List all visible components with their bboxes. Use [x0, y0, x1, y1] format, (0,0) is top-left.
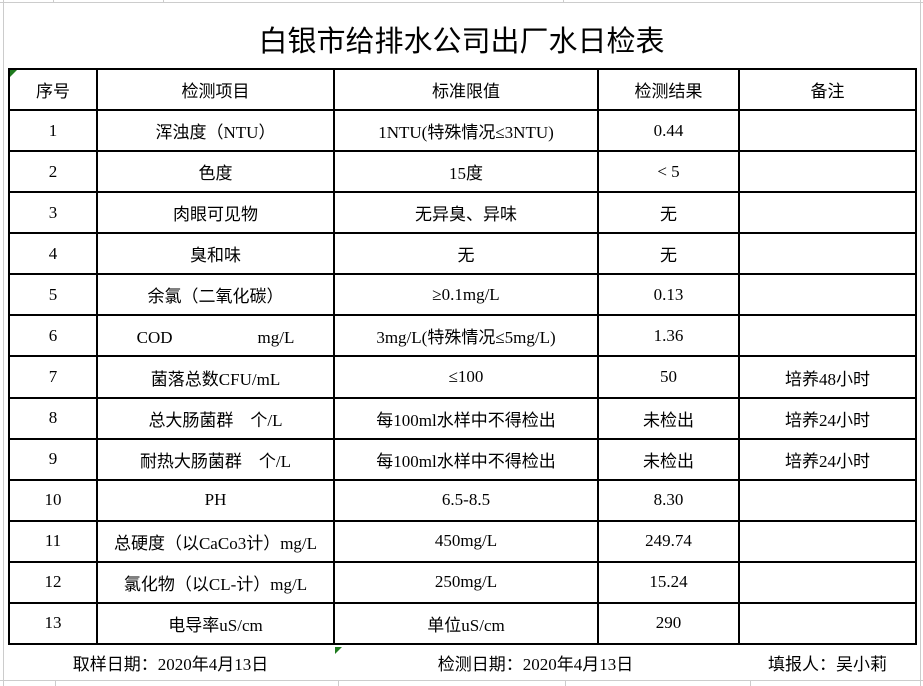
cell-result-row-3[interactable]: 无 — [599, 193, 740, 235]
cell-limit-row-5[interactable]: ≥0.1mg/L — [335, 275, 599, 317]
cell-item-row-8[interactable]: 总大肠菌群 个/L — [98, 398, 335, 440]
cell-note-row-9[interactable]: 培养24小时 — [740, 439, 917, 481]
gridline-top — [0, 2, 923, 3]
cell-note-row-2[interactable] — [740, 152, 917, 194]
cell-limit-row-10[interactable]: 6.5-8.5 — [335, 480, 599, 522]
cell-note-row-4[interactable] — [740, 234, 917, 276]
error-indicator-triangle — [335, 647, 342, 654]
cell-note-row-6[interactable] — [740, 316, 917, 358]
cell-result-row-2[interactable]: < 5 — [599, 152, 740, 194]
page-title[interactable]: 白银市给排水公司出厂水日检表 — [258, 25, 665, 58]
footer-test-date-cell[interactable]: 检测日期：2020年4月13日 — [437, 655, 634, 674]
cell-no-row-4[interactable]: 4 — [10, 234, 98, 276]
cell-limit-row-2[interactable]: 15度 — [335, 152, 599, 194]
cell-result-row-4[interactable]: 无 — [599, 234, 740, 276]
cell-no-row-1[interactable]: 1 — [10, 111, 98, 153]
cell-item-row-1[interactable]: 浑浊度（NTU） — [98, 111, 335, 153]
cell-limit-row-11[interactable]: 450mg/L — [335, 521, 599, 563]
cell-result-row-12[interactable]: 15.24 — [599, 562, 740, 604]
gridline-tick — [55, 680, 56, 686]
cell-note-row-5[interactable] — [740, 275, 917, 317]
gridline-bottom — [0, 680, 923, 681]
cell-result-row-7[interactable]: 50 — [599, 357, 740, 399]
cell-note-row-13[interactable] — [740, 603, 917, 646]
cell-result-row-8[interactable]: 未检出 — [599, 398, 740, 440]
gridline-tick — [53, 0, 54, 2]
cell-limit-row-6[interactable]: 3mg/L(特殊情况≤5mg/L) — [335, 316, 599, 358]
gridline-tick — [565, 680, 566, 686]
cell-limit-row-13[interactable]: 单位uS/cm — [335, 603, 599, 646]
cell-note-row-11[interactable] — [740, 521, 917, 563]
gridline-left — [3, 0, 4, 686]
cell-item-row-13[interactable]: 电导率uS/cm — [98, 603, 335, 646]
footer-reporter-cell[interactable]: 填报人：吴小莉 — [768, 655, 887, 674]
gridline-tick — [750, 680, 751, 686]
cell-no-row-12[interactable]: 12 — [10, 562, 98, 604]
cell-limit-row-4[interactable]: 无 — [335, 234, 599, 276]
cell-note-row-1[interactable] — [740, 111, 917, 153]
cell-limit-row-1[interactable]: 1NTU(特殊情况≤3NTU) — [335, 111, 599, 153]
cell-limit-row-8[interactable]: 每100ml水样中不得检出 — [335, 398, 599, 440]
cell-item-row-9[interactable]: 耐热大肠菌群 个/L — [98, 439, 335, 481]
cell-no-row-5[interactable]: 5 — [10, 275, 98, 317]
cell-limit-row-3[interactable]: 无异臭、异味 — [335, 193, 599, 235]
cell-item-row-10[interactable]: PH — [98, 480, 335, 522]
cell-no-row-7[interactable]: 7 — [10, 357, 98, 399]
cell-no-row-13[interactable]: 13 — [10, 603, 98, 646]
cell-item-row-7[interactable]: 菌落总数CFU/mL — [98, 357, 335, 399]
cell-limit-row-9[interactable]: 每100ml水样中不得检出 — [335, 439, 599, 481]
cell-item-row-5[interactable]: 余氯（二氧化碳） — [98, 275, 335, 317]
cell-note-row-10[interactable] — [740, 480, 917, 522]
cell-note-row-3[interactable] — [740, 193, 917, 235]
column-header-note[interactable]: 备注 — [740, 70, 917, 111]
cell-no-row-11[interactable]: 11 — [10, 521, 98, 563]
cell-no-row-10[interactable]: 10 — [10, 480, 98, 522]
cell-item-row-11[interactable]: 总硬度（以CaCo3计）mg/L — [98, 521, 335, 563]
gridline-right — [920, 0, 921, 686]
inspection-table: 序号 检测项目 标准限值 检测结果 备注 1 浑浊度（NTU） 1NTU(特殊情况≤… — [8, 68, 917, 646]
cell-item-row-2[interactable]: 色度 — [98, 152, 335, 194]
cell-note-row-8[interactable]: 培养24小时 — [740, 398, 917, 440]
footer-sample-date-cell[interactable]: 取样日期：2020年4月13日 — [72, 655, 269, 674]
gridline-tick — [163, 0, 164, 2]
cell-result-row-6[interactable]: 1.36 — [599, 316, 740, 358]
column-header-item[interactable]: 检测项目 — [98, 70, 335, 111]
gridline-tick — [338, 680, 339, 686]
cell-result-row-13[interactable]: 290 — [599, 603, 740, 646]
column-header-result[interactable]: 检测结果 — [599, 70, 740, 111]
footer-row: 取样日期：2020年4月13日 检测日期：2020年4月13日 填报人：吴小莉 — [8, 645, 917, 680]
gridline-tick — [563, 0, 564, 2]
cell-result-row-10[interactable]: 8.30 — [599, 480, 740, 522]
cell-result-row-1[interactable]: 0.44 — [599, 111, 740, 153]
cell-item-row-3[interactable]: 肉眼可见物 — [98, 193, 335, 235]
cell-result-row-11[interactable]: 249.74 — [599, 521, 740, 563]
cell-result-row-5[interactable]: 0.13 — [599, 275, 740, 317]
column-header-no[interactable]: 序号 — [10, 70, 98, 111]
cell-item-row-12[interactable]: 氯化物（以CL-计）mg/L — [98, 562, 335, 604]
cell-item-row-4[interactable]: 臭和味 — [98, 234, 335, 276]
cell-limit-row-7[interactable]: ≤100 — [335, 357, 599, 399]
cell-limit-row-12[interactable]: 250mg/L — [335, 562, 599, 604]
cell-no-row-3[interactable]: 3 — [10, 193, 98, 235]
cell-note-row-12[interactable] — [740, 562, 917, 604]
cell-no-row-2[interactable]: 2 — [10, 152, 98, 194]
cell-no-row-6[interactable]: 6 — [10, 316, 98, 358]
cell-no-row-9[interactable]: 9 — [10, 439, 98, 481]
cell-result-row-9[interactable]: 未检出 — [599, 439, 740, 481]
cell-item-row-6[interactable]: COD mg/L — [98, 316, 335, 358]
error-indicator-triangle — [10, 70, 17, 77]
cell-note-row-7[interactable]: 培养48小时 — [740, 357, 917, 399]
cell-no-row-8[interactable]: 8 — [10, 398, 98, 440]
column-header-limit[interactable]: 标准限值 — [335, 70, 599, 111]
